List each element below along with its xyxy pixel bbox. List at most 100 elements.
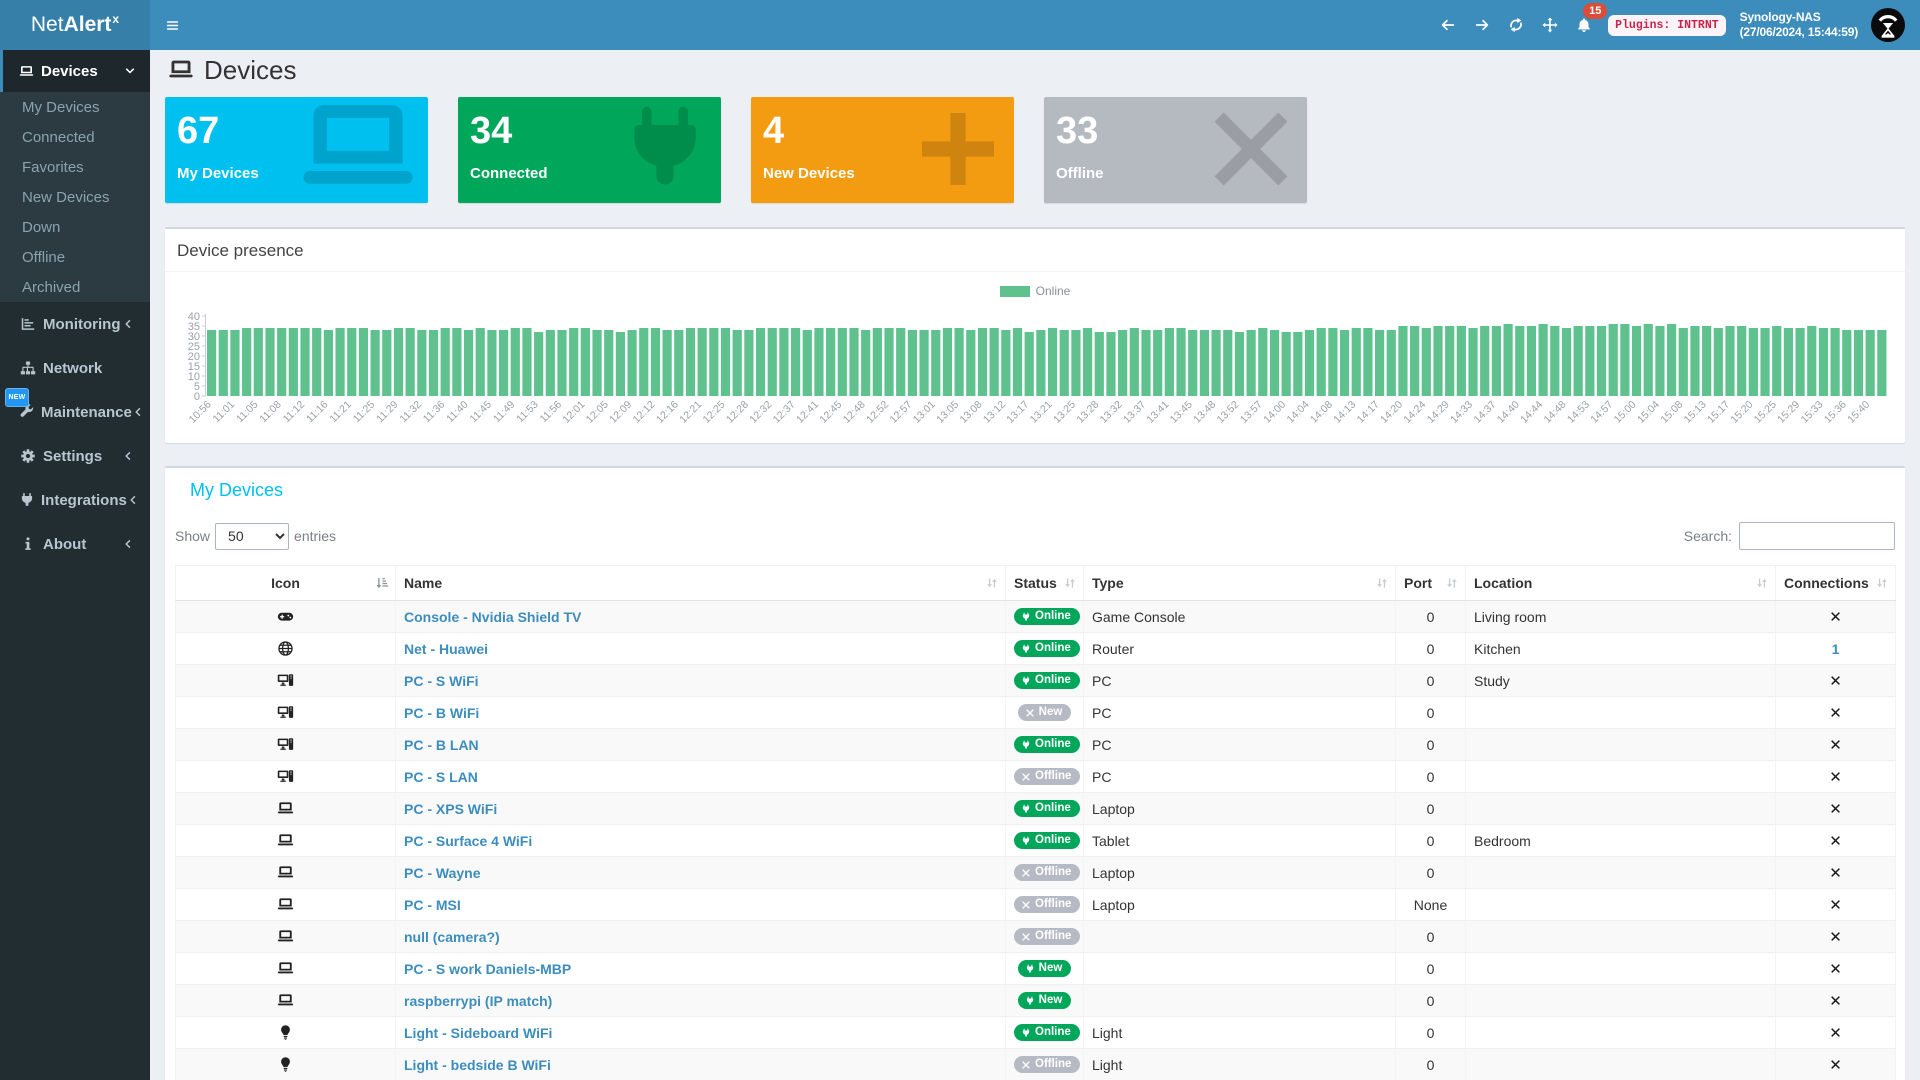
laptop-icon <box>277 896 294 913</box>
sidebar-subitem-archived[interactable]: Archived <box>22 278 81 296</box>
svg-text:12:25: 12:25 <box>701 399 728 426</box>
brand-logo[interactable]: Net Alert x <box>0 0 150 50</box>
device-name-link[interactable]: Console - Nvidia Shield TV <box>404 608 582 625</box>
device-name-link[interactable]: Net - Huawei <box>404 640 489 657</box>
sidebar-item-network[interactable]: Network <box>0 346 150 390</box>
column-header-icon[interactable]: Icon <box>175 565 396 601</box>
sidebar-subitem-connected[interactable]: Connected <box>22 128 95 146</box>
host-name: Synology-NAS <box>1739 10 1821 24</box>
summary-box-new-devices[interactable]: 4 New Devices <box>751 97 1014 203</box>
plugins-status-badge[interactable]: Plugins: INTRNT <box>1608 14 1726 36</box>
sidebar-item-monitoring[interactable]: Monitoring <box>0 302 150 346</box>
sidebar-item-settings[interactable]: Settings <box>0 434 150 478</box>
sidebar-subitem-my-devices[interactable]: My Devices <box>22 98 100 116</box>
sidebar-item-maintenance[interactable]: Maintenance <box>0 390 150 434</box>
device-name-link[interactable]: PC - S work Daniels-MBP <box>404 960 572 977</box>
svg-text:15:40: 15:40 <box>1845 399 1872 426</box>
sort-icon <box>1375 576 1389 590</box>
summary-box-offline[interactable]: 33 Offline <box>1044 97 1307 203</box>
plus-icon <box>910 101 1006 197</box>
notifications-button[interactable]: 15 <box>1567 0 1608 50</box>
plug-icon <box>19 492 35 508</box>
cell-location: Living room <box>1465 600 1776 633</box>
svg-text:15:08: 15:08 <box>1658 399 1685 426</box>
column-header-status[interactable]: Status <box>1005 565 1084 601</box>
column-header-label: Location <box>1474 575 1533 591</box>
cell-icon <box>175 888 396 921</box>
column-header-type[interactable]: Type <box>1083 565 1396 601</box>
column-header-name[interactable]: Name <box>395 565 1006 601</box>
chart-legend[interactable]: Online <box>165 284 1905 298</box>
page-length-select[interactable]: 50 <box>215 522 290 550</box>
column-header-location[interactable]: Location <box>1465 565 1776 601</box>
device-name-link[interactable]: PC - B LAN <box>404 736 479 753</box>
device-name-link[interactable]: PC - XPS WiFi <box>404 800 498 817</box>
sidebar-subitem-offline[interactable]: Offline <box>22 248 66 266</box>
cell-connections: ✕ <box>1775 984 1896 1017</box>
laptop-icon <box>277 864 294 881</box>
table-row: PC - S LAN Offline PC 0 ✕ <box>175 760 1896 793</box>
new-version-badge[interactable]: NEW <box>5 388 29 407</box>
search-input[interactable] <box>1739 522 1895 550</box>
svg-text:15:29: 15:29 <box>1775 399 1802 426</box>
cell-location: Bedroom <box>1465 824 1776 857</box>
svg-text:13:41: 13:41 <box>1144 399 1171 426</box>
device-name-link[interactable]: Light - bedside B WiFi <box>404 1056 551 1073</box>
cell-port: 0 <box>1395 824 1466 857</box>
cell-type: Light <box>1083 1048 1396 1080</box>
sidebar-subitem-new-devices[interactable]: New Devices <box>22 188 110 206</box>
sidebar-item-about[interactable]: About <box>0 522 150 566</box>
move-icon <box>1542 17 1558 33</box>
device-name-link[interactable]: Light - Sideboard WiFi <box>404 1024 553 1041</box>
device-name-link[interactable]: null (camera?) <box>404 928 500 945</box>
move-button[interactable] <box>1533 0 1567 50</box>
sidebar-item-devices[interactable]: Devices <box>0 50 150 92</box>
notification-count-badge: 15 <box>1583 3 1608 19</box>
svg-text:14:40: 14:40 <box>1495 399 1522 426</box>
column-header-connections[interactable]: Connections <box>1775 565 1896 601</box>
summary-box-connected[interactable]: 34 Connected <box>458 97 721 203</box>
times-icon <box>1021 1060 1031 1070</box>
status-badge: New <box>1017 991 1072 1010</box>
sidebar-subitem-down[interactable]: Down <box>22 218 61 236</box>
refresh-button[interactable] <box>1499 0 1533 50</box>
host-timestamp: (27/06/2024, 15:44:59) <box>1739 25 1859 39</box>
svg-text:11:53: 11:53 <box>514 399 541 426</box>
cell-status: Offline <box>1005 1048 1084 1080</box>
info-icon <box>19 536 37 552</box>
top-navbar: Net Alert x 15 Plugins: INTRNT Synology-NA… <box>0 0 1920 50</box>
sidebar-toggle-button[interactable] <box>150 0 195 50</box>
device-name-link[interactable]: raspberrypi (IP match) <box>404 992 553 1009</box>
summary-label: New Devices <box>763 165 855 182</box>
device-name-link[interactable]: PC - Wayne <box>404 864 481 881</box>
page-title: Devices <box>204 54 297 85</box>
plug-icon <box>1021 836 1031 846</box>
no-connections-x: ✕ <box>1829 832 1842 850</box>
device-name-link[interactable]: PC - S LAN <box>404 768 478 785</box>
column-header-port[interactable]: Port <box>1395 565 1466 601</box>
device-name-link[interactable]: PC - B WiFi <box>404 704 480 721</box>
plug-icon <box>1025 964 1035 974</box>
forward-button[interactable] <box>1465 0 1499 50</box>
sidebar-subitem-favorites[interactable]: Favorites <box>22 158 84 176</box>
status-badge: Online <box>1014 607 1080 626</box>
back-button[interactable] <box>1431 0 1465 50</box>
cell-location <box>1465 1016 1776 1049</box>
plug-icon <box>1021 804 1031 814</box>
summary-box-my-devices[interactable]: 67 My Devices <box>165 97 428 203</box>
device-name-link[interactable]: PC - Surface 4 WiFi <box>404 832 533 849</box>
user-avatar[interactable] <box>1871 8 1905 42</box>
cell-port: 0 <box>1395 1048 1466 1080</box>
cell-name: PC - S work Daniels-MBP <box>395 952 1006 985</box>
device-name-link[interactable]: PC - MSI <box>404 896 461 913</box>
table-row: PC - Wayne Offline Laptop 0 ✕ <box>175 856 1896 889</box>
connections-link[interactable]: 1 <box>1831 640 1840 657</box>
status-badge: Offline <box>1014 927 1081 946</box>
sidebar-item-integrations[interactable]: Integrations <box>0 478 150 522</box>
cell-icon <box>175 920 396 953</box>
cell-name: raspberrypi (IP match) <box>395 984 1006 1017</box>
device-name-link[interactable]: PC - S WiFi <box>404 672 479 689</box>
table-row: raspberrypi (IP match) New 0 ✕ <box>175 984 1896 1017</box>
no-connections-x: ✕ <box>1829 608 1842 626</box>
cell-type: PC <box>1083 696 1396 729</box>
